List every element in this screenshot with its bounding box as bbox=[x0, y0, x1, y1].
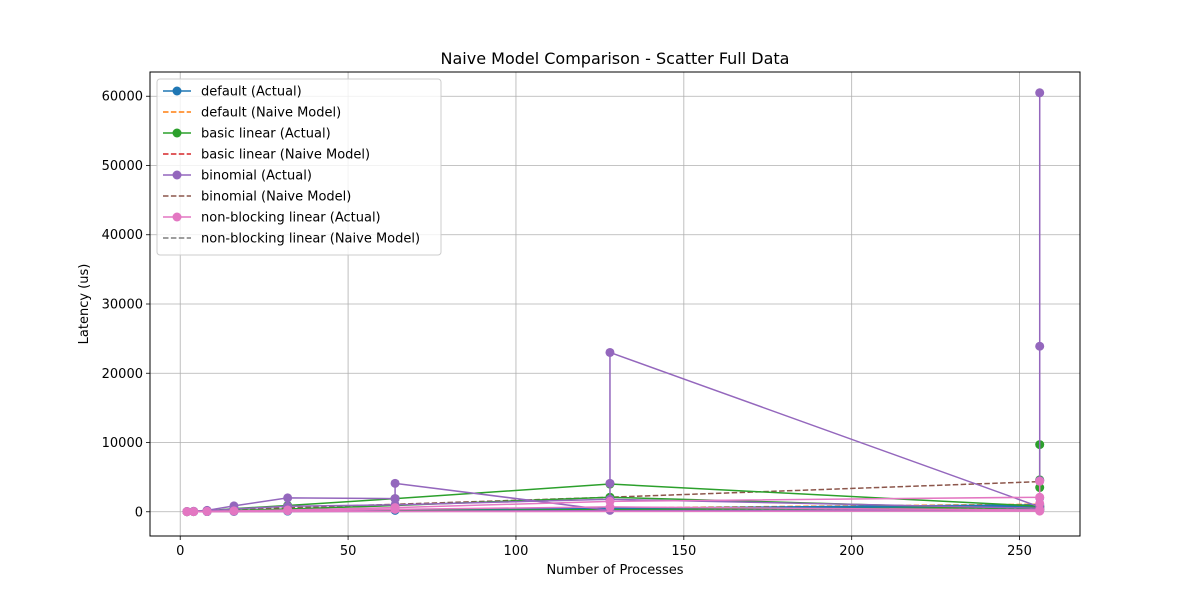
x-tick-label: 100 bbox=[504, 544, 529, 559]
data-point bbox=[390, 478, 400, 488]
y-tick-label: 0 bbox=[135, 505, 143, 520]
data-point bbox=[283, 506, 293, 516]
legend-swatch-marker bbox=[172, 212, 182, 222]
data-point bbox=[1035, 498, 1045, 508]
legend-label: basic linear (Naive Model) bbox=[201, 148, 370, 163]
y-tick-label: 50000 bbox=[102, 159, 143, 174]
data-point bbox=[229, 506, 239, 516]
y-tick-label: 20000 bbox=[102, 367, 143, 382]
legend-label: default (Naive Model) bbox=[201, 106, 341, 121]
data-point bbox=[189, 507, 199, 517]
data-point bbox=[605, 478, 615, 488]
x-tick-label: 150 bbox=[671, 544, 696, 559]
series-line bbox=[186, 92, 1041, 513]
legend-swatch-marker bbox=[172, 170, 182, 180]
x-tick-label: 0 bbox=[176, 544, 184, 559]
x-tick-label: 250 bbox=[1007, 544, 1032, 559]
series-6 bbox=[182, 476, 1045, 517]
data-point bbox=[182, 507, 192, 517]
data-point bbox=[390, 494, 400, 504]
legend-label: binomial (Actual) bbox=[201, 169, 312, 184]
data-point bbox=[1035, 492, 1045, 502]
data-point bbox=[1035, 88, 1045, 98]
data-point bbox=[1035, 476, 1045, 486]
legend-box bbox=[156, 78, 442, 256]
y-tick-label: 60000 bbox=[102, 90, 143, 105]
data-point bbox=[1035, 341, 1045, 351]
data-point bbox=[390, 504, 400, 514]
data-point bbox=[202, 506, 212, 516]
y-tick-label: 10000 bbox=[102, 436, 143, 451]
legend-label: binomial (Naive Model) bbox=[201, 190, 351, 205]
data-point bbox=[283, 493, 293, 503]
series-layer bbox=[182, 88, 1045, 517]
legend-label: non-blocking linear (Actual) bbox=[201, 211, 381, 226]
y-axis-title: Latency (us) bbox=[77, 264, 92, 345]
legend-swatch-marker bbox=[172, 86, 182, 96]
data-point bbox=[605, 347, 615, 357]
x-tick-label: 50 bbox=[340, 544, 357, 559]
legend-swatch-marker bbox=[172, 128, 182, 138]
legend-label: non-blocking linear (Naive Model) bbox=[201, 232, 420, 247]
chart-title: Naive Model Comparison - Scatter Full Da… bbox=[441, 49, 790, 68]
legend-label: default (Actual) bbox=[201, 85, 302, 100]
plot-area bbox=[182, 88, 1045, 517]
y-tick-label: 30000 bbox=[102, 298, 143, 313]
data-point bbox=[1035, 505, 1045, 515]
legend: default (Actual) default (Naive Model) bas… bbox=[156, 78, 442, 256]
legend-label: basic linear (Actual) bbox=[201, 127, 331, 142]
y-tick-label: 40000 bbox=[102, 228, 143, 243]
axis-ticks: 0 50 100 150 200 250 0 10000 20000 30000 40000 5000… bbox=[102, 90, 1032, 559]
x-tick-label: 200 bbox=[839, 544, 864, 559]
x-axis-title: Number of Processes bbox=[546, 563, 683, 578]
data-point bbox=[605, 502, 615, 512]
